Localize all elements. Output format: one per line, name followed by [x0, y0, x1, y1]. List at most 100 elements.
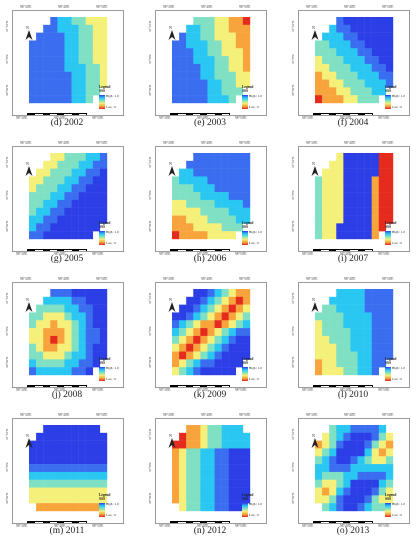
tick-label: 31°0'N — [291, 326, 295, 336]
grid-cell — [29, 231, 37, 240]
grid-cell — [235, 456, 244, 465]
tick-label: 98°50'E — [96, 413, 108, 417]
grid-cell — [336, 448, 344, 457]
grid-cell — [207, 440, 215, 449]
tick-label: 98°50'E — [378, 388, 390, 392]
grid-cell — [214, 320, 222, 329]
grid-cell — [85, 207, 94, 216]
grid-cell — [336, 95, 344, 104]
bottom-tick-labels: 98°30'E 98°40'E 98°50'E — [155, 524, 267, 530]
grid-cell — [329, 440, 337, 449]
grid-cell — [235, 503, 244, 512]
grid-cell — [43, 24, 51, 33]
grid-cell — [85, 471, 94, 480]
grid-cell — [364, 87, 372, 96]
grid-cell — [50, 87, 58, 96]
grid-cell — [78, 215, 86, 224]
grid-cell — [71, 487, 79, 496]
grid-cell — [228, 56, 237, 65]
grid-cell — [71, 207, 79, 216]
grid-cell — [350, 17, 358, 26]
grid-cell — [50, 304, 58, 313]
grid-cell — [186, 359, 194, 368]
grid-cell — [57, 192, 65, 201]
tick-label: 98°30'E — [306, 413, 318, 417]
grid-cell — [221, 17, 229, 26]
grid-cell — [228, 79, 237, 88]
grid-cell — [242, 207, 251, 216]
grid-cell — [99, 176, 108, 185]
grid-cell — [371, 328, 380, 337]
grid-cell — [64, 153, 72, 162]
grid-cell — [78, 495, 86, 504]
grid-cell — [71, 71, 79, 80]
grid-cell — [329, 176, 337, 185]
north-label: N — [26, 161, 29, 166]
north-arrow-icon: N — [311, 25, 321, 43]
grid-cell — [315, 71, 323, 80]
grid-cell — [242, 351, 251, 360]
grid-cell — [315, 464, 323, 473]
grid-cell — [92, 471, 101, 480]
grid-cell — [57, 32, 65, 41]
grid-cell — [235, 440, 244, 449]
grid-cell — [242, 168, 251, 177]
grid-cell — [64, 71, 72, 80]
grid-cell — [214, 192, 222, 201]
grid-cell — [242, 56, 251, 65]
grid-cell — [350, 184, 358, 193]
grid-cell — [336, 503, 344, 512]
grid-cell — [92, 176, 101, 185]
grid-cell — [336, 312, 344, 321]
tick-label: 98°30'E — [302, 388, 314, 392]
grid-cell — [36, 351, 44, 360]
grid-cell — [92, 63, 101, 72]
grid-cell — [193, 176, 201, 185]
grid-cell — [64, 48, 72, 57]
grid-cell — [179, 71, 187, 80]
grid-cell — [92, 304, 101, 313]
grid-cell — [242, 17, 251, 26]
grid-cell — [357, 79, 365, 88]
top-tick-labels: 98°30'E 98°40'E 98°50'E — [155, 276, 267, 282]
grid-cell — [99, 56, 108, 65]
grid-cell — [343, 471, 351, 480]
bottom-tick-labels: 98°30'E 98°40'E 98°50'E — [155, 388, 267, 394]
grid-cell — [200, 328, 208, 337]
grid-cell — [92, 207, 101, 216]
legend-high: High : 1.0 — [249, 230, 262, 234]
grid-cell — [36, 479, 44, 488]
grid-cell — [85, 312, 94, 321]
grid-cell — [214, 440, 222, 449]
grid-cell — [343, 328, 351, 337]
grid-cell — [64, 215, 72, 224]
legend-title: Legend — [99, 493, 111, 497]
tick-label: 98°50'E — [239, 5, 251, 9]
grid-cell — [228, 48, 237, 57]
grid-cell — [221, 231, 229, 240]
grid-cell — [50, 184, 58, 193]
grid-cell — [36, 503, 44, 512]
grid-cell — [343, 440, 351, 449]
grid-cell — [336, 40, 344, 49]
grid-cell — [221, 95, 229, 104]
grid-cell — [200, 432, 208, 441]
grid-cell — [71, 223, 79, 232]
legend-colorbar — [242, 367, 248, 381]
grid-cell — [50, 432, 58, 441]
grid-cell — [64, 456, 72, 465]
grid-cell — [357, 207, 365, 216]
grid-cell — [78, 63, 86, 72]
grid-cell — [235, 312, 244, 321]
grid-cell — [64, 487, 72, 496]
legend-high: High : 1.0 — [249, 94, 262, 98]
grid-cell — [200, 48, 208, 57]
grid-cell — [57, 215, 65, 224]
grid-cell — [221, 184, 229, 193]
grid-cell — [228, 312, 237, 321]
grid-cell — [242, 71, 251, 80]
top-tick-labels: 98°30'E 98°40'E 98°50'E — [155, 140, 267, 146]
tick-label: 30°50'N — [148, 492, 152, 504]
grid-cell — [343, 71, 351, 80]
tick-label: 30°50'N — [5, 220, 9, 232]
